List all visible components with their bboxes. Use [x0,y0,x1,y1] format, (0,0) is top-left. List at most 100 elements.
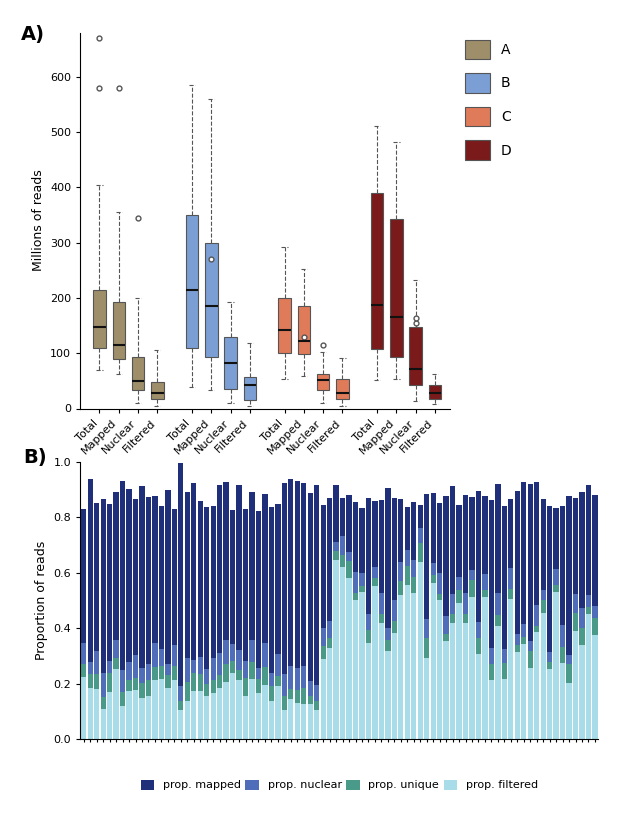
Bar [178,701,183,710]
Bar [534,605,539,626]
Bar [424,494,429,618]
Bar [482,574,487,591]
Bar [528,667,533,739]
Bar [204,669,209,685]
PathPatch shape [244,377,256,400]
Bar [301,689,307,704]
Bar [320,628,326,646]
Bar [197,675,203,691]
Bar [579,645,585,739]
Bar [191,690,196,739]
Bar [314,484,320,685]
Bar [178,710,183,739]
Bar [275,504,281,654]
Bar [236,680,242,739]
Bar [502,506,507,650]
Y-axis label: Millions of reads: Millions of reads [31,170,44,271]
Bar [295,668,300,690]
Bar [346,578,352,739]
Bar [586,484,591,595]
Bar [191,484,196,660]
Bar [178,685,183,701]
Bar [172,645,177,666]
Bar [482,591,487,596]
Bar [159,649,164,666]
Bar [94,690,99,739]
Bar [333,551,339,560]
Bar [256,511,261,667]
Bar [81,643,86,663]
Bar [385,628,391,640]
Bar [528,651,533,667]
Bar [379,500,384,593]
Bar [152,496,157,643]
Bar [431,493,436,563]
Bar [379,614,384,623]
PathPatch shape [132,357,144,391]
Bar [515,491,520,634]
Bar [146,664,151,681]
Bar [521,636,526,645]
Bar [470,580,474,597]
Bar [508,599,513,739]
Bar [573,614,578,632]
Bar [320,505,326,628]
Bar [586,607,591,614]
Bar [107,504,112,662]
Bar [146,497,151,664]
Bar [457,505,462,578]
Bar [243,661,248,678]
Bar [120,670,125,691]
Bar [508,499,513,568]
Bar [152,643,157,667]
Bar [320,646,326,659]
Bar [411,560,416,577]
Bar [444,641,449,739]
Bar [114,640,119,659]
Bar [107,662,112,673]
Bar [398,562,404,581]
Bar [249,492,255,640]
Bar [372,567,378,578]
Bar [172,508,177,645]
Bar [359,592,365,739]
Bar [457,590,462,604]
Bar [197,657,203,675]
Bar [184,658,190,682]
PathPatch shape [93,290,106,348]
Bar [139,668,144,683]
Bar [359,508,365,573]
Bar [126,681,131,691]
Bar [411,502,416,560]
Bar [547,506,552,653]
Bar [385,650,391,739]
Bar [573,632,578,739]
Bar [437,573,442,593]
Bar [424,658,429,739]
Bar [489,500,494,648]
Bar [204,507,209,669]
Bar [353,593,358,600]
Text: B): B) [23,448,47,467]
Bar [547,653,552,662]
Bar [353,502,358,572]
PathPatch shape [278,298,291,353]
Bar [139,486,144,668]
Bar [249,679,255,739]
Bar [126,691,131,739]
Bar [288,666,294,690]
Bar [114,659,119,669]
Bar [217,653,222,675]
Bar [353,572,358,593]
Bar [217,675,222,689]
Bar [372,578,378,586]
PathPatch shape [225,337,237,389]
Bar [534,482,539,605]
Bar [573,498,578,594]
Bar [444,496,449,616]
Bar [210,506,216,658]
Bar [579,492,585,608]
Text: A): A) [21,25,45,44]
Bar [327,498,333,621]
Bar [521,482,526,624]
